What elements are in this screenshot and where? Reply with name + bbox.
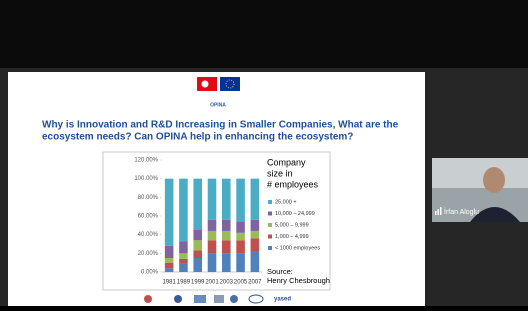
- legend-swatch: [268, 212, 272, 216]
- footer-text: yased: [274, 297, 291, 303]
- bar-segment: [208, 220, 217, 231]
- chart-frame: [103, 152, 330, 290]
- x-tick-label: 2003: [220, 280, 234, 286]
- signal-icon: [435, 211, 437, 215]
- bar-segment: [165, 263, 174, 269]
- bar-segment: [236, 222, 245, 233]
- flag-tr-moon: [202, 81, 209, 88]
- logo: [174, 295, 182, 303]
- legend-label: 25,000 +: [275, 199, 297, 205]
- source-note: Source:: [267, 267, 293, 276]
- logo: [214, 295, 224, 303]
- bar-segment: [251, 238, 260, 251]
- bar-segment: [222, 240, 231, 253]
- y-tick-label: 120.00%: [134, 158, 158, 164]
- signal-icon: [440, 207, 442, 215]
- flag-eu: [220, 77, 240, 91]
- y-tick-label: 60.00%: [138, 214, 159, 220]
- legend-label: 5,000 – 9,999: [275, 222, 309, 228]
- x-tick-label: 2001: [205, 280, 219, 286]
- x-tick-label: 1989: [177, 280, 191, 286]
- bar-segment: [179, 264, 188, 272]
- y-tick-label: 20.00%: [138, 251, 159, 257]
- source-note: Henry Chesbrough: [267, 276, 330, 285]
- legend-swatch: [268, 235, 272, 239]
- bar-segment: [165, 268, 174, 272]
- bar-segment: [236, 240, 245, 253]
- legend-label: 10,000 – 24,999: [275, 211, 315, 217]
- bar-segment: [165, 246, 174, 258]
- bar-segment: [179, 259, 188, 264]
- legend-label: < 1000 employees: [275, 245, 320, 251]
- logo: [194, 295, 206, 303]
- y-tick-label: 0.00%: [141, 270, 159, 276]
- bar-segment: [222, 231, 231, 240]
- legend-swatch: [268, 246, 272, 250]
- bar-segment: [251, 251, 260, 272]
- bar-segment: [208, 231, 217, 240]
- y-tick-label: 100.00%: [134, 176, 158, 182]
- video-wall: [432, 158, 528, 188]
- bar-segment: [193, 179, 202, 230]
- legend-label: 1,000 – 4,999: [275, 234, 309, 240]
- bar-segment: [236, 253, 245, 272]
- legend-title: # employees: [267, 179, 319, 189]
- bar-segment: [165, 258, 174, 263]
- bar-segment: [165, 179, 174, 246]
- bar-segment: [208, 240, 217, 253]
- bar-segment: [236, 233, 245, 240]
- logo: [144, 295, 152, 303]
- bar-segment: [222, 220, 231, 231]
- participant-name: İrfan Aloglu: [444, 207, 479, 216]
- bar-segment: [222, 253, 231, 272]
- bar-segment: [179, 241, 188, 253]
- signal-icon: [438, 209, 440, 215]
- x-tick-label: 1981: [162, 280, 176, 286]
- bar-segment: [236, 179, 245, 222]
- slide-title: Why is Innovation and R&D Increasing in …: [42, 120, 399, 131]
- bar-segment: [193, 230, 202, 240]
- bar-segment: [251, 220, 260, 231]
- bar-segment: [208, 253, 217, 272]
- bar-segment: [193, 258, 202, 272]
- bar-segment: [179, 253, 188, 259]
- x-tick-label: 1999: [191, 280, 205, 286]
- bar-segment: [208, 179, 217, 220]
- y-tick-label: 80.00%: [138, 195, 159, 201]
- bar-segment: [251, 179, 260, 220]
- x-tick-label: 2007: [248, 280, 262, 286]
- bar-segment: [179, 179, 188, 242]
- face: [483, 167, 505, 193]
- bar-segment: [222, 179, 231, 220]
- bar-segment: [251, 231, 260, 238]
- logo: [230, 295, 238, 303]
- legend-title: size in: [267, 168, 293, 178]
- screen: OPINA Why is Innovation and R&D Increasi…: [0, 0, 528, 306]
- slide-title: ecosystem needs? Can OPINA help in enhan…: [42, 132, 353, 143]
- legend-swatch: [268, 223, 272, 227]
- y-tick-label: 40.00%: [138, 232, 159, 238]
- bar-segment: [193, 251, 202, 258]
- legend-swatch: [268, 200, 272, 204]
- x-tick-label: 2005: [234, 280, 248, 286]
- legend-title: Company: [267, 157, 306, 167]
- page: OPINA Why is Innovation and R&D Increasi…: [0, 0, 528, 306]
- bar-segment: [193, 240, 202, 250]
- logo-text: OPINA: [210, 102, 226, 108]
